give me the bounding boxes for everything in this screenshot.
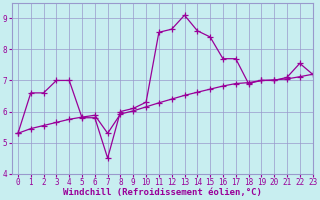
X-axis label: Windchill (Refroidissement éolien,°C): Windchill (Refroidissement éolien,°C) bbox=[63, 188, 261, 197]
